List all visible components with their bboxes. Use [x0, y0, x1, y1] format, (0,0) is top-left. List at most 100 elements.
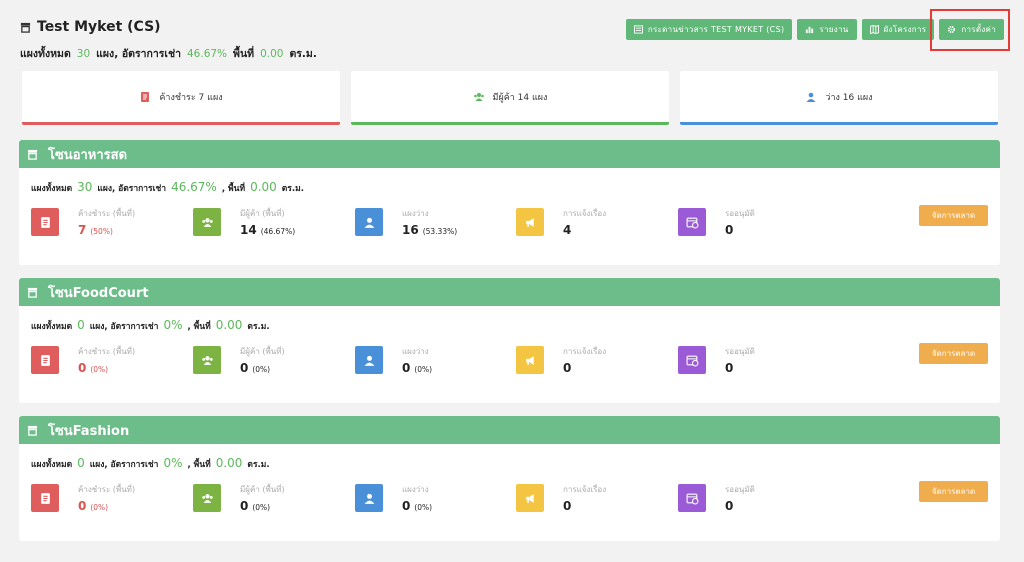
- zone-area: 0.00: [250, 180, 277, 194]
- vacant-pct: (0%): [414, 365, 433, 374]
- toolbar: กระดานข่าวสาร TEST MYKET (CS) รายงาน ผัง…: [625, 9, 1010, 51]
- metric-occupied[interactable]: มีผู้ค้า (พื้นที่) 14 (46.67%): [193, 207, 295, 237]
- metric-label: แผงว่าง: [402, 347, 429, 356]
- layout-button[interactable]: ผังโครงการ: [861, 19, 935, 40]
- metric-occupied[interactable]: มีผู้ค้า (พื้นที่) 0 (0%): [193, 483, 285, 513]
- metric-label: มีผู้ค้า (พื้นที่): [240, 347, 285, 356]
- overdue-count: 7: [78, 223, 87, 237]
- stat-overdue[interactable]: ค้างชำระ 7 แผง: [22, 71, 340, 125]
- page-header: Test Myket (CS) แผงทั้งหมด 30 แผง, อัตรากา…: [20, 9, 1010, 64]
- occupied-count: 0: [240, 361, 249, 375]
- metric-occupied[interactable]: มีผู้ค้า (พื้นที่) 0 (0%): [193, 345, 285, 375]
- zone-rate: 46.67%: [171, 180, 217, 194]
- metric-label: รออนุมัติ: [725, 209, 755, 218]
- settings-label: การตั้งค่า: [961, 25, 996, 34]
- metric-label: รออนุมัติ: [725, 347, 755, 356]
- stat-vacant-label: ว่าง 16 แผง: [825, 92, 873, 103]
- newspaper-icon: [633, 25, 643, 34]
- zone-area: 0.00: [215, 456, 243, 470]
- zone-header[interactable]: โซนFashion: [19, 416, 1000, 444]
- metric-value: 0 (0%): [78, 499, 135, 513]
- people-icon: [473, 92, 484, 101]
- zone-area-unit: ตร.ม.: [247, 460, 270, 470]
- metric-overdue[interactable]: ค้างชำระ (พื้นที่) 0 (0%): [31, 483, 135, 513]
- megaphone-icon: [516, 346, 544, 374]
- zone-summary: แผงทั้งหมด 0 แผง, อัตราการเช่า 0% , พื้นที่ 0…: [31, 318, 1000, 333]
- stat-vacant[interactable]: ว่าง 16 แผง: [680, 71, 998, 125]
- bulletin-button[interactable]: กระดานข่าวสาร TEST MYKET (CS): [625, 19, 793, 40]
- occupied-count: 0: [240, 499, 249, 513]
- zone-rate-label: แผง, อัตราการเช่า: [97, 184, 167, 194]
- zone-rate-label: แผง, อัตราการเช่า: [89, 460, 159, 470]
- complaints-count: 0: [563, 499, 572, 513]
- manage-market-button[interactable]: จัดการตลาด: [919, 481, 988, 502]
- metric-overdue[interactable]: ค้างชำระ (พื้นที่) 0 (0%): [31, 345, 135, 375]
- metric-pending[interactable]: รออนุมัติ 0: [678, 345, 755, 375]
- metric-complaints[interactable]: การแจ้งเรื่อง 4: [516, 207, 606, 237]
- zone-name: โซนอาหารสด: [48, 147, 128, 163]
- zone-name: โซนFoodCourt: [48, 285, 149, 301]
- zone-header[interactable]: โซนอาหารสด: [19, 140, 1000, 168]
- occupied-pct: (0%): [252, 365, 271, 374]
- overdue-count: 0: [78, 361, 87, 375]
- megaphone-icon: [516, 484, 544, 512]
- metric-value: 0 (0%): [240, 499, 285, 513]
- metric-label: มีผู้ค้า (พื้นที่): [240, 209, 285, 218]
- metric-vacant[interactable]: แผงว่าง 16 (53.33%): [355, 207, 457, 237]
- zone-card: โซนFashion แผงทั้งหมด 0 แผง, อัตราการเช่า 0…: [19, 416, 1000, 541]
- manage-market-button[interactable]: จัดการตลาด: [919, 343, 988, 364]
- page-title: Test Myket (CS): [37, 19, 161, 35]
- zone-header[interactable]: โซนFoodCourt: [19, 278, 1000, 306]
- metric-complaints[interactable]: การแจ้งเรื่อง 0: [516, 345, 606, 375]
- metric-value: 0 (0%): [240, 361, 285, 375]
- calendar-clock-icon: [678, 484, 706, 512]
- zone-area-label: , พื้นที่: [221, 184, 246, 194]
- zone-metrics: ค้างชำระ (พื้นที่) 0 (0%) มีผู้ค้า (พื้นที…: [19, 481, 1000, 523]
- stat-cards: ค้างชำระ 7 แผง มีผู้ค้า 14 แผง ว่าง 16 แ…: [22, 71, 998, 125]
- zone-summary: แผงทั้งหมด 0 แผง, อัตราการเช่า 0% , พื้นที่ 0…: [31, 456, 1000, 471]
- zone-metrics: ค้างชำระ (พื้นที่) 7 (50%) มีผู้ค้า (พื้นท…: [19, 205, 1000, 247]
- zone-area-label: , พื้นที่: [187, 322, 211, 332]
- zone-total-label: แผงทั้งหมด: [31, 460, 73, 470]
- metric-pending[interactable]: รออนุมัติ 0: [678, 207, 755, 237]
- zone-area-unit: ตร.ม.: [247, 322, 270, 332]
- occupied-count: 14: [240, 223, 257, 237]
- report-label: รายงาน: [819, 25, 849, 34]
- zone-total-label: แผงทั้งหมด: [31, 184, 73, 194]
- stat-occupied[interactable]: มีผู้ค้า 14 แผง: [351, 71, 669, 125]
- metric-vacant[interactable]: แผงว่าง 0 (0%): [355, 483, 432, 513]
- store-icon: [27, 287, 38, 298]
- zone-total: 0: [77, 318, 85, 332]
- metric-vacant[interactable]: แผงว่าง 0 (0%): [355, 345, 432, 375]
- complaints-count: 4: [563, 223, 572, 237]
- zone-rate: 0%: [163, 456, 183, 470]
- overdue-pct: (0%): [90, 365, 109, 374]
- metric-value: 0 (0%): [402, 499, 432, 513]
- highlight-box: [930, 9, 1010, 51]
- settings-button[interactable]: การตั้งค่า: [930, 9, 1010, 51]
- metric-value: 0 (0%): [402, 361, 432, 375]
- file-icon: [141, 91, 150, 102]
- vacant-pct: (53.33%): [422, 227, 458, 236]
- occupied-pct: (46.67%): [260, 227, 296, 236]
- metric-complaints[interactable]: การแจ้งเรื่อง 0: [516, 483, 606, 513]
- people-icon: [193, 346, 221, 374]
- zone-card: โซนอาหารสด แผงทั้งหมด 30 แผง, อัตราการเช่า…: [19, 140, 1000, 265]
- pending-count: 0: [725, 361, 734, 375]
- report-button[interactable]: รายงาน: [797, 19, 857, 40]
- metric-pending[interactable]: รออนุมัติ 0: [678, 483, 755, 513]
- pending-count: 0: [725, 499, 734, 513]
- metric-label: รออนุมัติ: [725, 485, 755, 494]
- zone-total-label: แผงทั้งหมด: [31, 322, 73, 332]
- zone-card: โซนFoodCourt แผงทั้งหมด 0 แผง, อัตราการเช่…: [19, 278, 1000, 403]
- people-icon: [193, 208, 221, 236]
- vacant-pct: (0%): [414, 503, 433, 512]
- manage-market-button[interactable]: จัดการตลาด: [919, 205, 988, 226]
- metric-label: มีผู้ค้า (พื้นที่): [240, 485, 285, 494]
- calendar-clock-icon: [678, 346, 706, 374]
- rent-rate: 46.67%: [187, 48, 228, 60]
- overdue-count: 0: [78, 499, 87, 513]
- vacant-count: 16: [402, 223, 419, 237]
- megaphone-icon: [516, 208, 544, 236]
- metric-overdue[interactable]: ค้างชำระ (พื้นที่) 7 (50%): [31, 207, 135, 237]
